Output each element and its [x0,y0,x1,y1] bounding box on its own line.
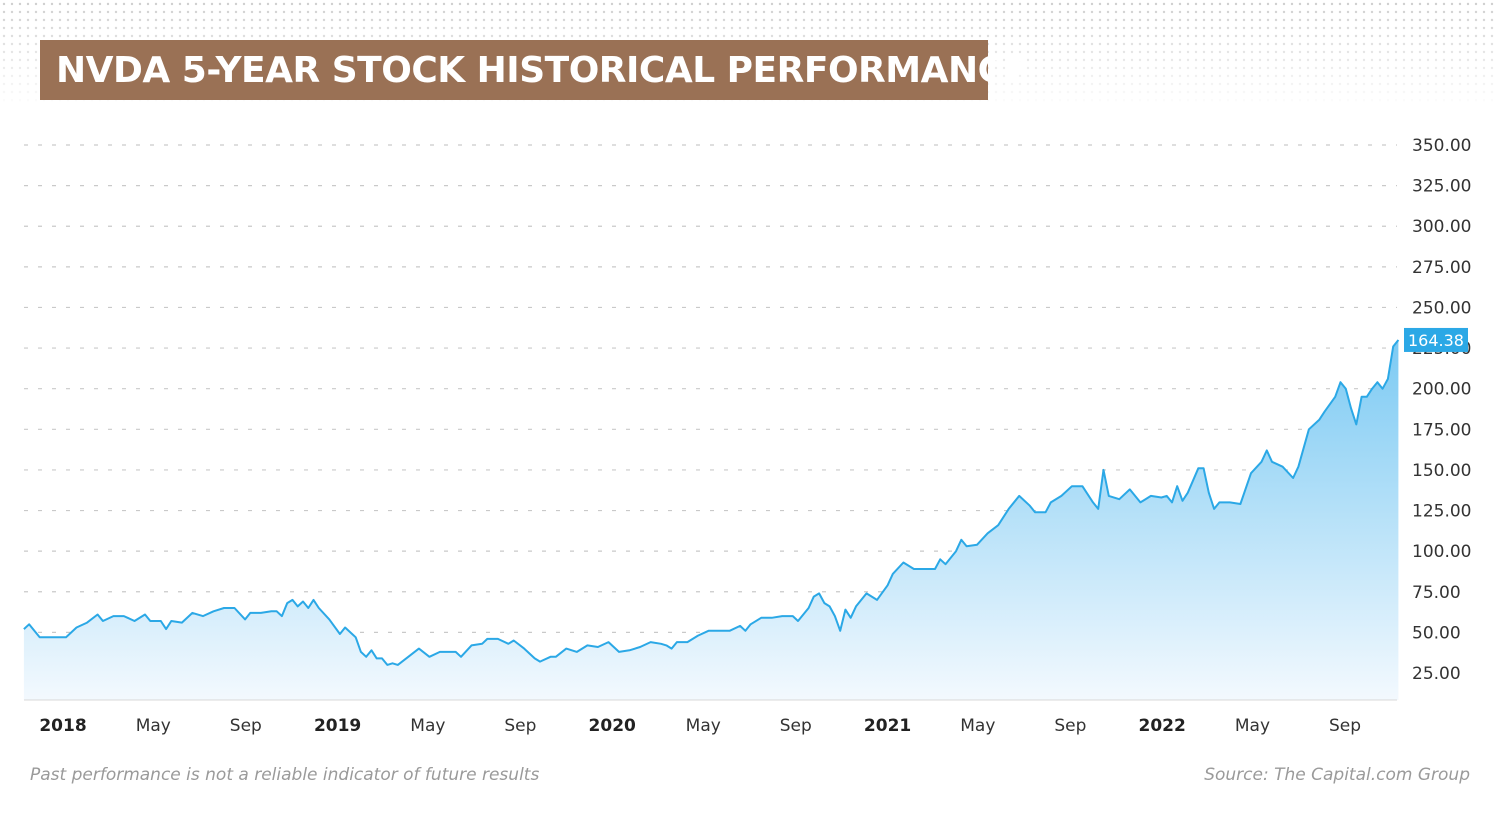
y-tick-label: 125.00 [1412,502,1471,522]
x-tick-label: May [1235,716,1270,736]
y-tick-label: 275.00 [1412,258,1471,278]
disclaimer-text: Past performance is not a reliable indic… [30,765,540,785]
x-tick-label: Sep [230,716,262,736]
x-tick-label: 2019 [314,716,361,736]
stock-area-chart: 25.00 50.00 75.00 100.00 125.00 150.00 175.00 2… [23,136,1471,736]
y-tick-label: 150.00 [1412,461,1471,481]
source-text: Source: The Capital.com Group [1204,765,1470,785]
y-tick-label: 75.00 [1412,583,1461,603]
y-tick-label: 175.00 [1412,420,1471,440]
x-tick-label: Sep [780,716,812,736]
price-area [23,340,1399,700]
y-tick-label: 25.00 [1412,664,1461,684]
y-tick-label: 200.00 [1412,380,1471,400]
x-tick-label: 2022 [1139,716,1186,736]
x-tick-label: Sep [504,716,536,736]
y-tick-label: 50.00 [1412,623,1461,643]
x-tick-label: 2020 [589,716,636,736]
x-tick-label: Sep [1329,716,1361,736]
y-tick-label: 300.00 [1412,217,1471,237]
y-tick-label: 350.00 [1412,136,1471,156]
last-value-label: 164.38 [1408,331,1464,350]
x-tick-label: May [960,716,995,736]
chart-title: NVDA 5-YEAR STOCK HISTORICAL PERFORMANCE [56,49,1028,91]
x-tick-label: 2021 [864,716,911,736]
last-value-badge [1404,327,1468,352]
x-tick-label: Sep [1054,716,1086,736]
x-tick-label: May [136,716,171,736]
price-line [23,339,1400,666]
x-tick-label: 2018 [39,716,86,736]
y-tick-label: 325.00 [1412,177,1471,197]
x-tick-label: May [410,716,445,736]
title-banner: NVDA 5-YEAR STOCK HISTORICAL PERFORMANCE [40,40,1028,100]
y-tick-label: 100.00 [1412,542,1471,562]
x-tick-label: May [686,716,721,736]
y-tick-label: 250.00 [1412,298,1471,318]
